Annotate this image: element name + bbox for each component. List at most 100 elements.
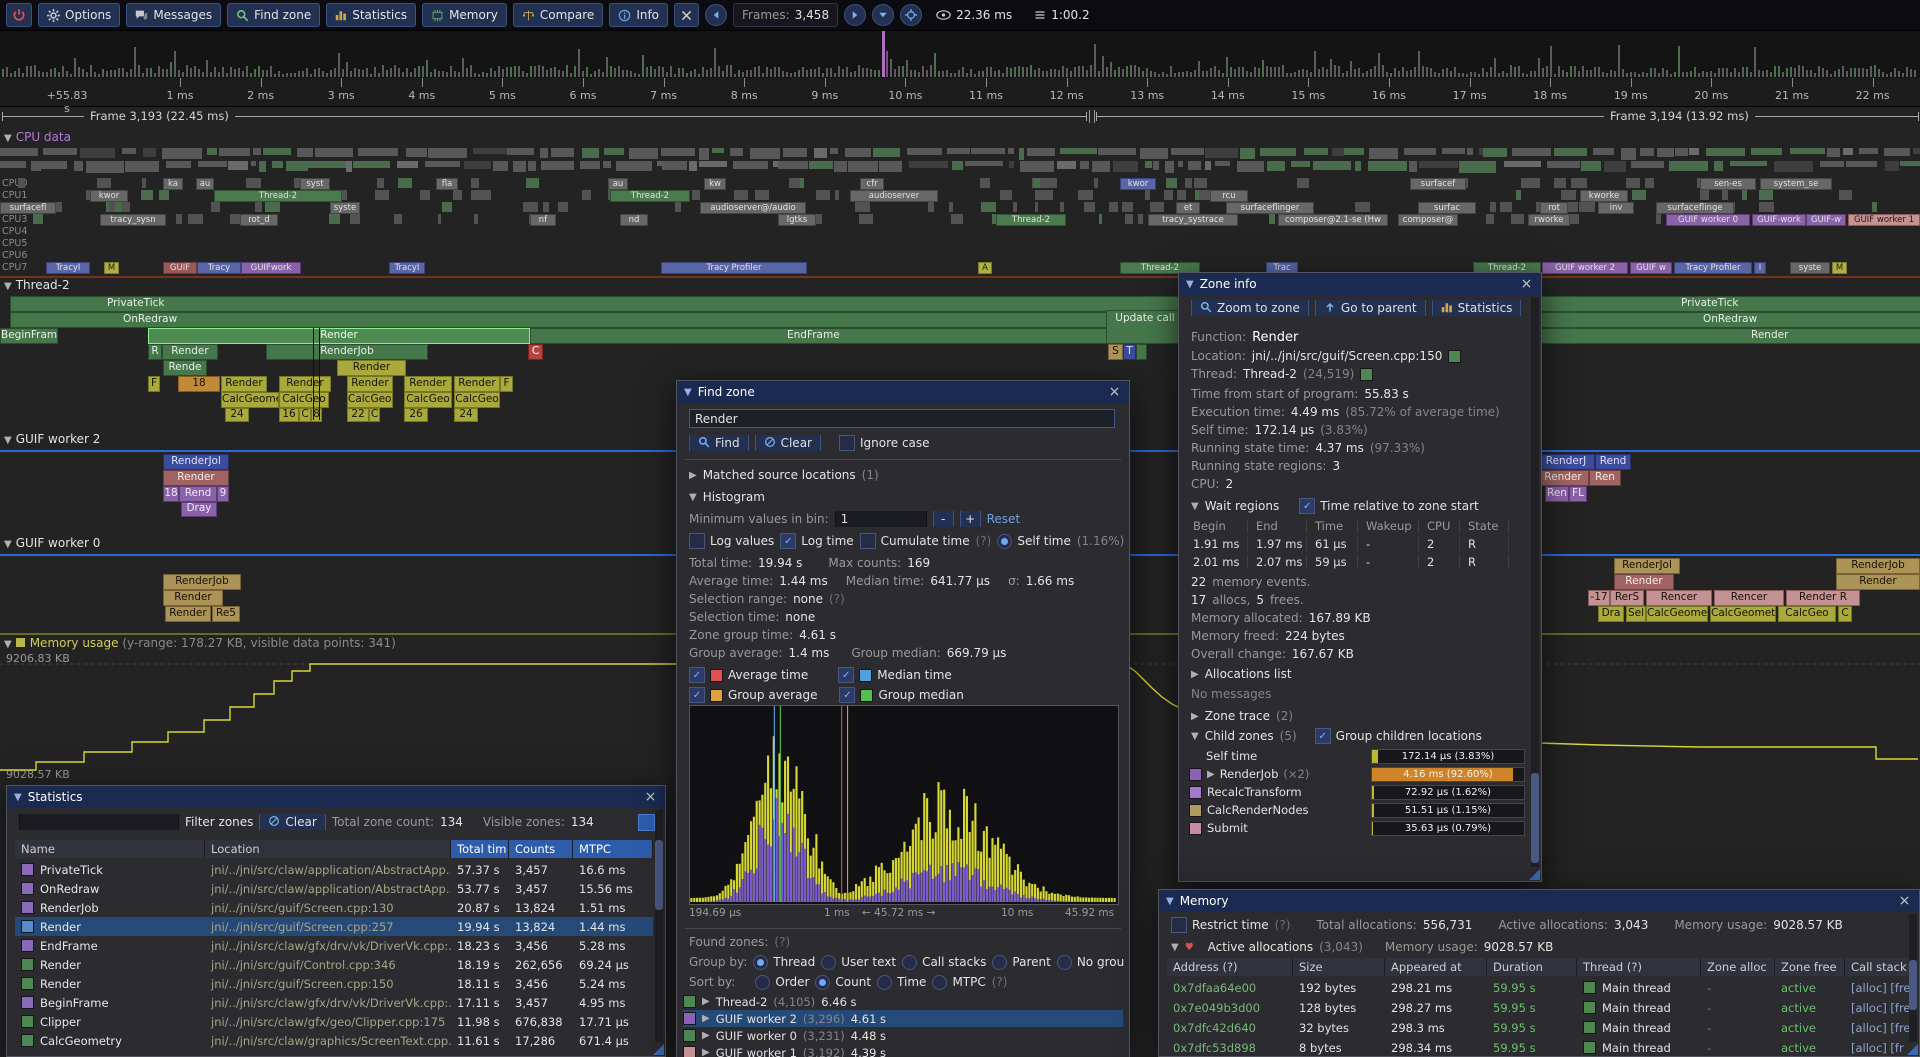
expand-icon[interactable]: ▶ xyxy=(1207,768,1215,780)
cpu-zone[interactable]: composer@ xyxy=(1398,214,1458,226)
timeline-zone[interactable]: Render xyxy=(163,590,223,606)
cpu-zone[interactable]: cfr xyxy=(860,178,884,190)
timeline-zone[interactable]: 9 xyxy=(217,486,229,502)
timeline-zone[interactable]: Render xyxy=(1537,470,1589,486)
statistics-row[interactable]: BeginFrame jni/../jni/src/claw/gfx/drv/vk… xyxy=(15,993,653,1012)
cpu-zone[interactable]: rot xyxy=(1540,202,1568,214)
cpu-zone[interactable]: GUIF xyxy=(163,262,197,274)
timeline-zone[interactable]: Render xyxy=(404,376,452,392)
expand-icon[interactable]: ▶ xyxy=(702,1030,710,1041)
scrollbar-thumb[interactable] xyxy=(655,840,663,910)
limit-range-button[interactable] xyxy=(638,814,655,831)
zoom-to-zone-button[interactable]: Zoom to zone xyxy=(1191,300,1309,316)
column-header-location[interactable]: Location xyxy=(205,840,451,858)
cpu-zone[interactable]: rot_d xyxy=(240,214,278,226)
collapse-icon[interactable]: ▼ xyxy=(1186,278,1194,290)
cpu-zone[interactable]: GUIF worker 1 xyxy=(1848,214,1920,226)
timeline-zone[interactable]: Rend xyxy=(1595,454,1631,470)
column-header-appeared-at[interactable]: Appeared at xyxy=(1385,958,1487,976)
timeline-zone[interactable]: Render xyxy=(1540,328,1920,344)
timeline-zone[interactable]: Render xyxy=(165,606,211,622)
column-header-duration[interactable]: Duration xyxy=(1487,958,1577,976)
timeline-zone[interactable]: OnRedraw xyxy=(10,312,1202,328)
timeline-zone[interactable]: BeginFrame xyxy=(0,328,58,344)
cpu-zone[interactable]: TracyI xyxy=(389,262,425,274)
timeline-zone[interactable]: Render R xyxy=(1786,590,1860,606)
timeline-zone[interactable]: PrivateTick xyxy=(10,296,1186,312)
found-zone-group-guif-worker-0[interactable]: ▶ GUIF worker 0 (3,231) 4.48 s xyxy=(683,1027,1123,1044)
power-button[interactable] xyxy=(6,3,32,27)
timeline-zone[interactable]: 24 xyxy=(454,408,478,422)
time-relative-checkbox[interactable]: ✓ xyxy=(1299,498,1316,514)
prev-frame-button[interactable] xyxy=(705,4,728,26)
statistics-row[interactable]: EndFrame jni/../jni/src/claw/gfx/drv/vk/D… xyxy=(15,936,653,955)
timeline-zone[interactable]: RenderJ xyxy=(1537,454,1595,470)
timeline-zone[interactable]: Ren xyxy=(1545,486,1569,502)
column-header[interactable]: End xyxy=(1254,519,1307,533)
find-zone-search-input[interactable] xyxy=(689,409,1115,428)
memory-button[interactable]: Memory xyxy=(422,3,507,27)
child-zone-row[interactable]: CalcRenderNodes 51.51 μs (1.15%) xyxy=(1189,802,1531,818)
cpu-zone[interactable]: Tracy Profiler xyxy=(1674,262,1752,274)
cpu-zone[interactable]: kw xyxy=(704,178,726,190)
frame-histogram-strip[interactable] xyxy=(0,30,1920,79)
group-median-checkbox[interactable]: ✓ xyxy=(839,687,856,703)
cpu-zone[interactable]: syste xyxy=(1790,262,1830,274)
ignore-case-checkbox[interactable] xyxy=(838,435,855,451)
collapse-icon[interactable]: ▼ xyxy=(1191,730,1199,742)
scrollbar-thumb[interactable] xyxy=(1909,960,1917,1010)
zone-info-titlebar[interactable]: ▼ Zone info × xyxy=(1179,273,1541,295)
timeline-zone[interactable]: PrivateTick xyxy=(1540,296,1920,312)
timeline-zone[interactable]: Render xyxy=(221,376,267,392)
statistics-row[interactable]: CalcGeometry jni/../jni/src/claw/graphics… xyxy=(15,1031,653,1050)
allocation-row[interactable]: 0x7dfaa64e00 192 bytes 298.21 ms 59.95 s Mai… xyxy=(1167,978,1913,997)
expand-icon[interactable]: ▶ xyxy=(1191,668,1199,680)
timeline-zone[interactable]: C xyxy=(1838,606,1852,622)
timeline-zone[interactable]: RenderJob xyxy=(163,574,241,590)
timeline-zone[interactable]: -17 xyxy=(1588,590,1610,606)
statistics-button[interactable]: Statistics xyxy=(1431,300,1522,316)
expand-icon[interactable]: ▶ xyxy=(702,996,710,1007)
find-zone-titlebar[interactable]: ▼ Find zone × xyxy=(677,381,1129,403)
scrollbar-track[interactable] xyxy=(1531,297,1539,867)
timeline-zone[interactable]: 18 xyxy=(178,376,220,392)
increase-button[interactable]: + xyxy=(959,511,981,527)
timeline-zone[interactable]: Render xyxy=(1614,574,1674,590)
column-header-zone-free[interactable]: Zone free xyxy=(1775,958,1845,976)
timeline-zone[interactable]: C xyxy=(528,344,543,360)
restrict-time-checkbox[interactable] xyxy=(1171,917,1187,933)
memory-usage-header[interactable]: ▼ Memory usage (y-range: 178.27 KB, visib… xyxy=(4,636,396,650)
timeline-zone[interactable]: 8 xyxy=(311,408,322,422)
cpu-zone[interactable]: GUIFwork xyxy=(241,262,301,274)
close-icon[interactable]: × xyxy=(1520,276,1533,292)
timeline-zone[interactable] xyxy=(1136,344,1147,360)
collapse-icon[interactable]: ▼ xyxy=(1191,500,1199,512)
cpu-zone[interactable]: syste xyxy=(330,202,360,214)
cpu-zone[interactable]: au xyxy=(196,178,214,190)
group-average-checkbox[interactable]: ✓ xyxy=(689,687,705,703)
timeline-zone[interactable]: Render xyxy=(163,470,229,486)
column-header-total-tim[interactable]: Total tim xyxy=(451,840,509,858)
column-header[interactable]: Wakeup xyxy=(1364,519,1419,533)
cpu-zone[interactable]: GUIF worker 2 xyxy=(1542,262,1628,274)
cpu-zone[interactable]: surfaceflinger xyxy=(1226,202,1314,214)
scrollbar-thumb[interactable] xyxy=(1531,773,1539,863)
sort-by-order-radio[interactable] xyxy=(755,974,771,990)
cpu-zone[interactable]: ka xyxy=(163,178,183,190)
timeline-zone-update-call[interactable]: Update call xyxy=(1106,310,1184,344)
column-header[interactable]: CPU xyxy=(1425,519,1460,533)
column-header-call-stack[interactable]: Call stack xyxy=(1845,958,1913,976)
group-children-checkbox[interactable]: ✓ xyxy=(1314,728,1331,744)
cpu-zone[interactable]: kwor xyxy=(90,190,128,202)
statistics-row[interactable]: Render jni/../jni/src/guif/Screen.cpp:257… xyxy=(15,917,653,936)
statistics-row[interactable]: Render jni/../jni/src/guif/Control.cpp:34… xyxy=(15,955,653,974)
timeline-zone[interactable]: RerS xyxy=(1610,590,1644,606)
statistics-row[interactable]: Clipper jni/../jni/src/claw/gfx/geo/Clipp… xyxy=(15,1012,653,1031)
cumulate-time-checkbox[interactable] xyxy=(859,533,876,549)
column-header-address[interactable]: Address (?) xyxy=(1167,958,1293,976)
timeline-zone[interactable]: CalcGeomet xyxy=(1710,606,1776,622)
cpu-zone[interactable]: Thread-2 xyxy=(214,190,342,202)
cpu-zone[interactable]: nd xyxy=(620,214,648,226)
column-header-thread[interactable]: Thread (?) xyxy=(1577,958,1701,976)
column-header-size[interactable]: Size xyxy=(1293,958,1385,976)
